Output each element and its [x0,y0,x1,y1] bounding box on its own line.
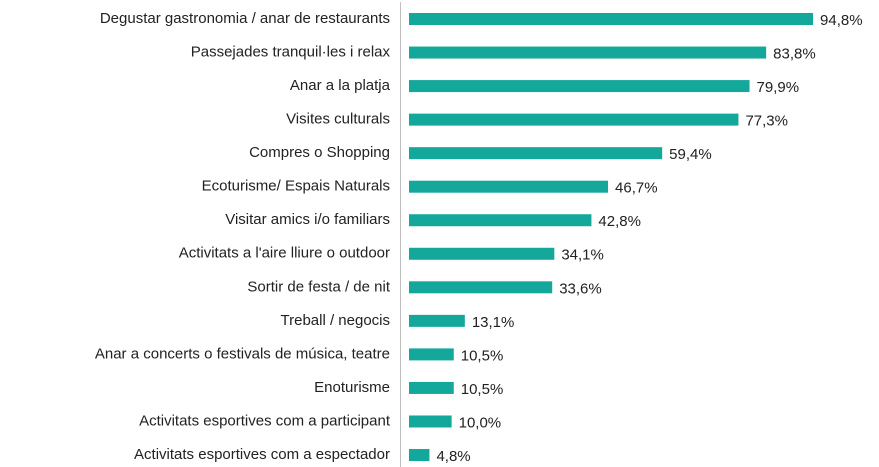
category-label: Sortir de festa / de nit [247,278,390,295]
category-label: Enoturisme [314,379,390,396]
value-label: 10,5% [461,381,504,398]
bar [409,381,454,394]
value-label: 10,0% [459,414,502,431]
category-label: Activitats esportives com a participant [139,412,391,429]
category-label: Anar a la platja [290,77,391,94]
value-label: 42,8% [598,213,641,230]
value-label: 10,5% [461,347,504,364]
value-label: 79,9% [757,79,800,96]
bar [409,348,454,361]
category-label: Visitar amics i/o familiars [225,211,390,228]
bar [409,13,814,25]
bar [409,281,553,294]
category-label: Treball / negocis [281,312,391,329]
value-label: 83,8% [773,46,816,63]
value-label: 77,3% [745,113,788,130]
value-label: 46,7% [615,180,658,197]
value-label: 4,8% [436,448,470,465]
bar [409,113,739,126]
bar [409,314,465,327]
category-label: Compres o Shopping [249,144,390,161]
bar [409,80,750,93]
category-label: Passejades tranquil·les i relax [191,44,391,61]
bar [409,46,767,59]
bar [409,180,609,193]
value-label: 94,8% [820,12,863,29]
category-label: Activitats esportives com a espectador [134,446,390,463]
bar [409,415,452,428]
value-label: 34,1% [561,247,604,264]
category-label: Degustar gastronomia / anar de restauran… [100,10,390,27]
category-label: Activitats a l'aire lliure o outdoor [179,245,390,262]
value-label: 33,6% [559,280,602,297]
bar [409,147,663,160]
bar [409,247,555,260]
category-label: Anar a concerts o festivals de música, t… [95,345,390,362]
value-label: 59,4% [669,146,712,163]
category-label: Visites culturals [286,111,390,128]
value-label: 13,1% [472,314,515,331]
bar [409,449,430,462]
bar [409,214,592,227]
category-label: Ecoturisme/ Espais Naturals [202,178,390,195]
